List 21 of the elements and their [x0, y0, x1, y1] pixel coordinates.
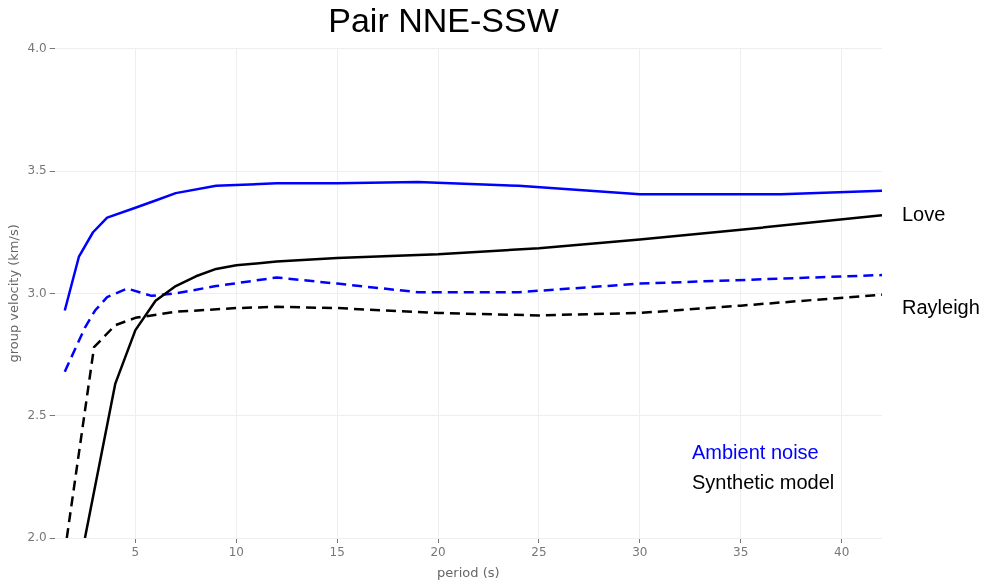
y-axis-title: group velocity (km/s) — [6, 224, 22, 363]
x-tick-label: 10 — [228, 545, 244, 560]
x-tick-label: 5 — [131, 545, 140, 560]
x-axis-title: period (s) — [437, 564, 500, 580]
x-tick-label: 35 — [733, 545, 749, 560]
x-tick-label: 30 — [632, 545, 648, 560]
y-tick-label: 4.0 — [27, 40, 47, 55]
y-tick-label: 2.5 — [27, 407, 47, 422]
x-tick-label: 25 — [531, 545, 547, 560]
annotation: Ambient noise — [692, 440, 819, 463]
y-tick-label: 2.0 — [27, 530, 47, 545]
x-tick-label: 15 — [329, 545, 345, 560]
annotation: Synthetic model — [692, 470, 835, 493]
x-tick-label: 40 — [834, 545, 850, 560]
chart-title: Pair NNE-SSW — [328, 0, 559, 39]
y-tick-label: 3.5 — [27, 163, 47, 178]
x-tick-label: 20 — [430, 545, 446, 560]
y-tick-label: 3.0 — [27, 285, 47, 300]
text: Rayleigh — [902, 296, 980, 319]
line-series — [63, 273, 882, 373]
text: Love — [902, 202, 946, 225]
